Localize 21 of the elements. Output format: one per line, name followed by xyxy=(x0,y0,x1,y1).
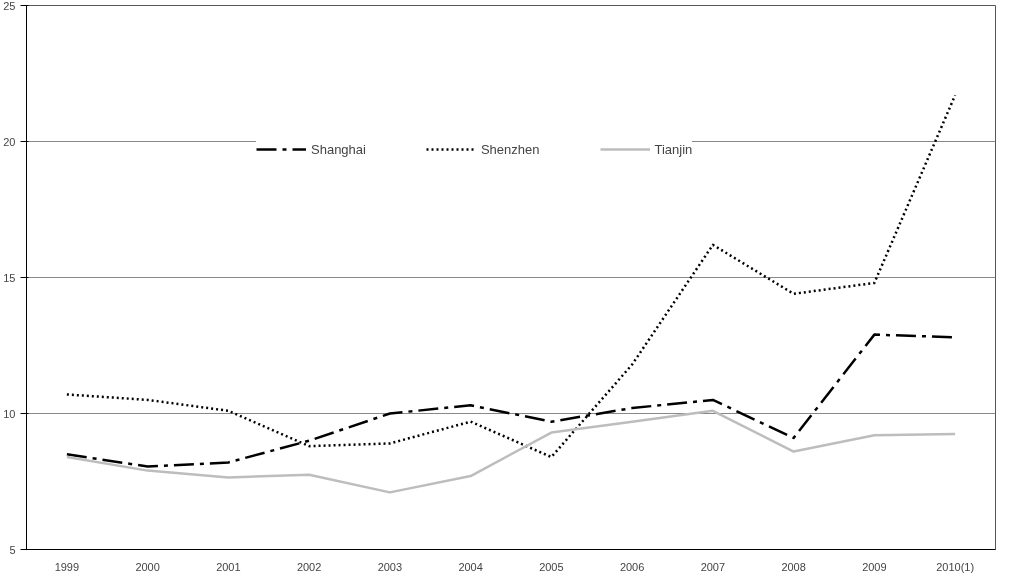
legend-label: Tianjin xyxy=(654,141,693,157)
y-tick-label: 25 xyxy=(3,0,16,12)
y-tick-label: 10 xyxy=(3,407,16,420)
x-tick-label: 2000 xyxy=(135,560,160,573)
x-tick-label: 2006 xyxy=(619,560,645,573)
legend-label: Shenzhen xyxy=(480,141,540,157)
x-tick-label: 2010(1) xyxy=(936,560,975,573)
line-series xyxy=(65,409,957,494)
x-tick-label: 2008 xyxy=(781,560,806,573)
x-tick-label: 2001 xyxy=(216,560,241,573)
x-tick-label: 2002 xyxy=(296,560,322,573)
x-tick-label: 2009 xyxy=(862,560,887,573)
y-tick-label: 15 xyxy=(3,271,16,284)
y-tick-label: 5 xyxy=(9,543,16,556)
x-tick-label: 1999 xyxy=(54,560,80,573)
x-tick-label: 2003 xyxy=(377,560,403,573)
x-tick-label: 2005 xyxy=(539,560,564,573)
y-tick-label: 20 xyxy=(3,135,16,148)
legend-label: Shanghai xyxy=(311,141,366,157)
x-tick-label: 2004 xyxy=(458,560,483,573)
x-tick-label: 2007 xyxy=(700,560,726,573)
